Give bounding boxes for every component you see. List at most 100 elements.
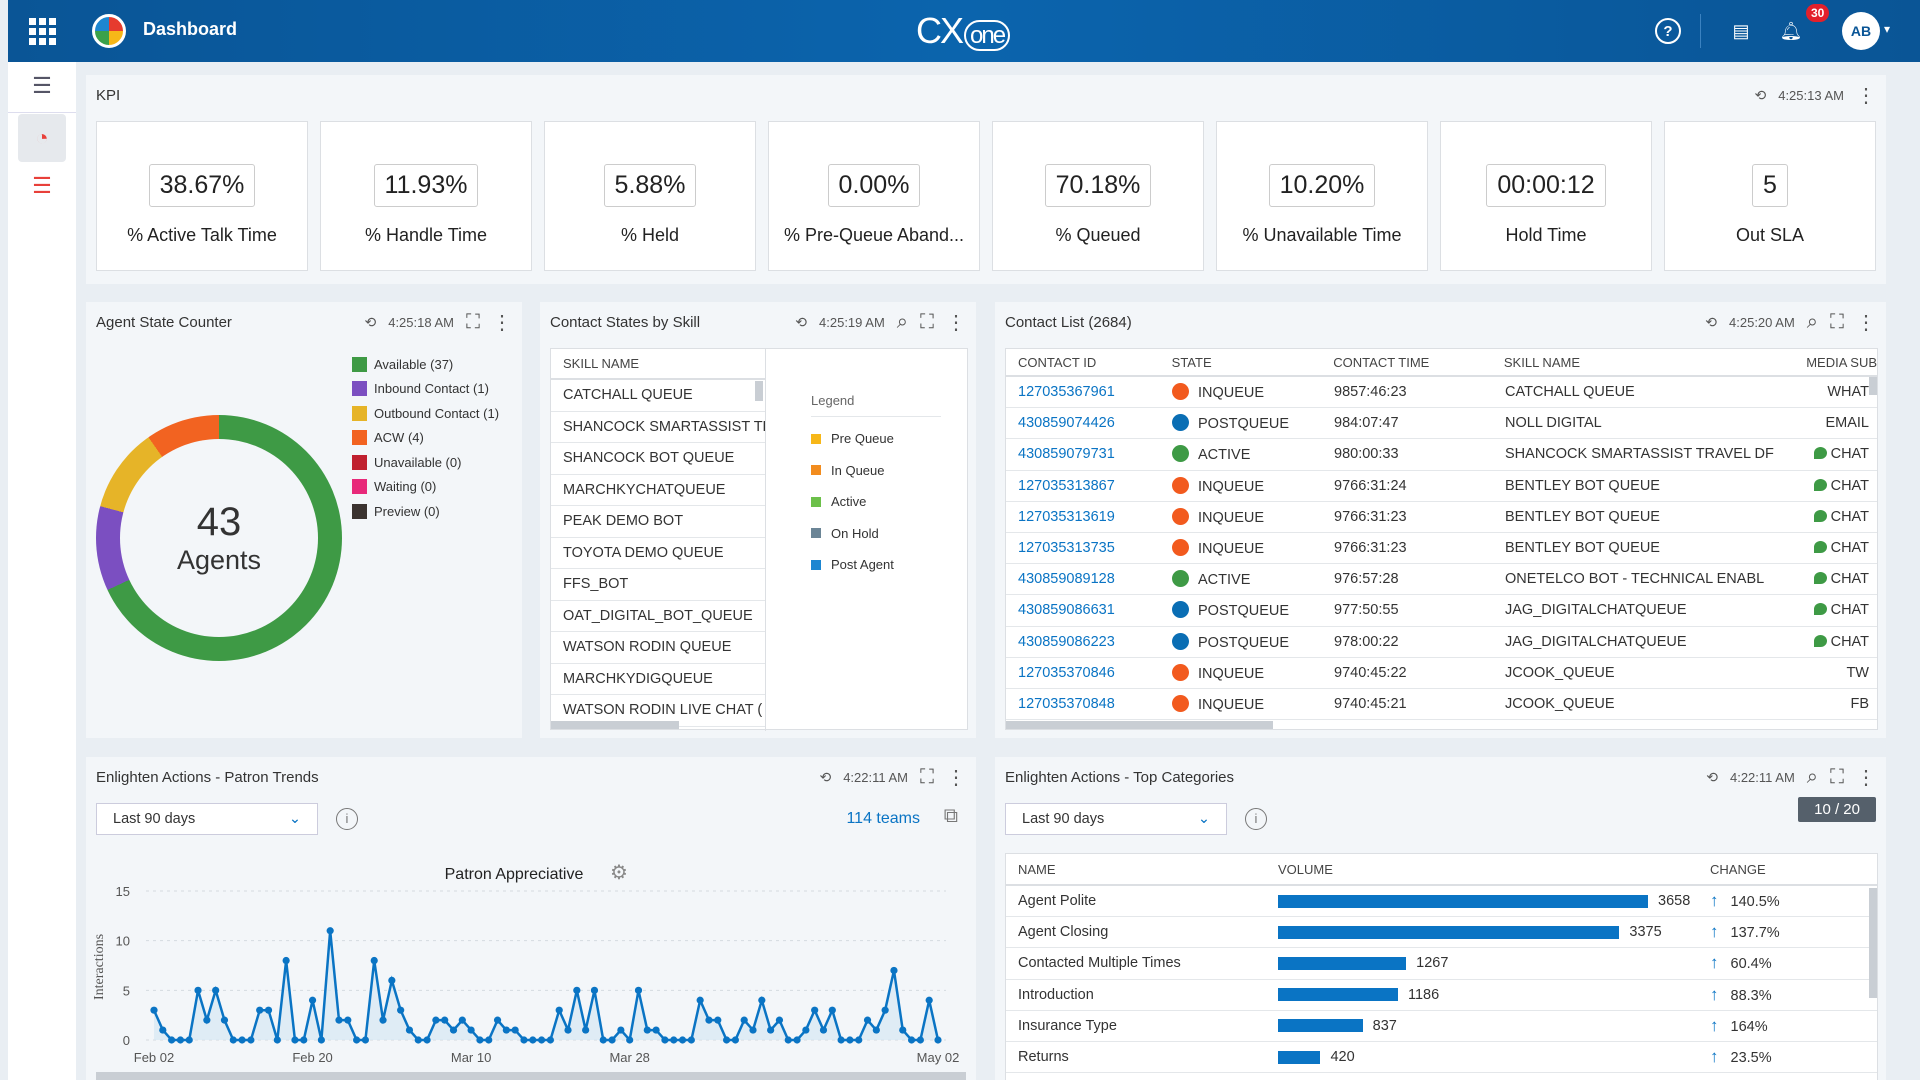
more-options-icon[interactable]: ⋮ xyxy=(946,312,966,334)
data-point xyxy=(203,1016,211,1024)
help-icon[interactable]: ? xyxy=(1655,18,1681,44)
volume-cell: 3658 xyxy=(1266,893,1698,909)
search-icon[interactable]: ⌕ xyxy=(896,311,908,333)
more-options-icon[interactable]: ⋮ xyxy=(1856,767,1876,789)
table-row[interactable]: Agent Polite 3658 ↑ 140.5% xyxy=(1006,886,1877,918)
kpi-card[interactable]: 5 Out SLA xyxy=(1664,121,1876,271)
date-range-select[interactable]: Last 90 days ⌄ xyxy=(1005,803,1227,835)
table-row[interactable]: FFS_BOT xyxy=(551,569,765,601)
bell-icon[interactable]: 🔔︎ xyxy=(1779,20,1803,41)
search-icon[interactable]: ⌕ xyxy=(1806,311,1818,333)
column-header[interactable]: NAME xyxy=(1018,861,1056,877)
table-header: NAME VOLUME CHANGE xyxy=(1006,854,1877,886)
table-row[interactable]: 430859074426 POSTQUEUE 984:07:47 NOLL DIGIT… xyxy=(1006,408,1877,440)
sidebar-item-list[interactable]: ☰ xyxy=(18,162,66,210)
table-row[interactable]: 127035367961 INQUEUE 9857:46:23 CATCHALL QU… xyxy=(1006,377,1877,409)
kpi-card[interactable]: 5.88% % Held xyxy=(544,121,756,271)
avatar[interactable]: AB xyxy=(1842,12,1880,50)
patron-trends-chart: Patron Appreciative ⚙ 0 5 10 15 Interactions Fe… xyxy=(92,862,959,1065)
app-launcher-icon[interactable] xyxy=(8,0,76,62)
table-row[interactable]: OAT_DIGITAL_BOT_QUEUE xyxy=(551,601,765,632)
column-header[interactable]: MEDIA SUB xyxy=(1806,354,1877,370)
expand-icon[interactable]: ⛶ xyxy=(1830,311,1844,333)
expand-icon[interactable]: ⛶ xyxy=(1830,766,1844,788)
table-row[interactable]: 127035370846 INQUEUE 9740:45:22 JCOOK_QUEUE… xyxy=(1006,658,1877,689)
kpi-card[interactable]: 10.20% % Unavailable Time xyxy=(1216,121,1428,271)
column-header[interactable]: CONTACT ID xyxy=(1018,354,1097,370)
horizontal-scrollbar[interactable] xyxy=(551,721,679,729)
kpi-card[interactable]: 00:00:12 Hold Time xyxy=(1440,121,1652,271)
table-row[interactable]: 127035313619 INQUEUE 9766:31:23 BENTLEY BOT… xyxy=(1006,502,1877,533)
gear-icon[interactable]: ⚙ xyxy=(610,862,628,884)
table-row[interactable]: 430859079731 ACTIVE 980:00:33 SHANCOCK SMAR… xyxy=(1006,439,1877,471)
column-header[interactable]: VOLUME xyxy=(1278,861,1333,877)
column-header[interactable]: STATE xyxy=(1171,354,1212,370)
table-row[interactable]: Introduction 1186 ↑ 88.3% xyxy=(1006,980,1877,1011)
vertical-scrollbar[interactable] xyxy=(1869,377,1877,395)
table-row[interactable]: 430859086223 POSTQUEUE 978:00:22 JAG_DIGITA… xyxy=(1006,627,1877,658)
top-header: Dashboard CX one ? ▤ 🔔︎ 30 AB ▾ xyxy=(8,0,1920,62)
table-row[interactable]: Returns 420 ↑ 23.5% xyxy=(1006,1042,1877,1074)
table-row[interactable]: 430859089128 ACTIVE 976:57:28 ONETELCO BOT … xyxy=(1006,564,1877,596)
kpi-card[interactable]: 38.67% % Active Talk Time xyxy=(96,121,308,271)
expand-icon[interactable]: ⛶ xyxy=(920,766,934,788)
table-row[interactable]: 127035370848 INQUEUE 9740:45:21 JCOOK_QUEUE… xyxy=(1006,689,1877,721)
contact-id-link[interactable]: 430859074426 xyxy=(1018,415,1115,432)
clock-icon: ⟲ xyxy=(1705,314,1718,330)
table-row[interactable]: Insurance Type 837 ↑ 164% xyxy=(1006,1011,1877,1042)
agent-console-icon[interactable]: ▤ xyxy=(1732,20,1750,41)
horizontal-scrollbar[interactable] xyxy=(1006,721,1273,729)
more-options-icon[interactable]: ⋮ xyxy=(1856,85,1876,107)
info-icon[interactable]: i xyxy=(1245,808,1267,830)
contact-id-link[interactable]: 127035370848 xyxy=(1018,695,1115,712)
contact-id-link[interactable]: 127035313867 xyxy=(1018,477,1115,494)
contact-id-link[interactable]: 127035367961 xyxy=(1018,384,1115,401)
table-row[interactable]: Contacted Multiple Times 1267 ↑ 60.4% xyxy=(1006,948,1877,980)
contact-id-link[interactable]: 127035313735 xyxy=(1018,540,1115,557)
column-header[interactable]: SKILL NAME xyxy=(1503,354,1580,370)
contact-id-link[interactable]: 430859086223 xyxy=(1018,633,1115,650)
sidebar-item-dashboard[interactable]: ◔ xyxy=(18,114,66,162)
table-row[interactable]: MARCHKYCHATQUEUE xyxy=(551,475,765,506)
vertical-scrollbar[interactable] xyxy=(1869,888,1877,998)
table-row[interactable]: Agent Closing 3375 ↑ 137.7% xyxy=(1006,917,1877,949)
table-row[interactable]: TOYOTA DEMO QUEUE xyxy=(551,538,765,569)
table-row[interactable]: 127035313867 INQUEUE 9766:31:24 BENTLEY BOT… xyxy=(1006,471,1877,502)
kpi-card[interactable]: 11.93% % Handle Time xyxy=(320,121,532,271)
table-row[interactable]: PEAK DEMO BOT xyxy=(551,506,765,538)
contact-id-link[interactable]: 430859079731 xyxy=(1018,446,1115,463)
panel-title: KPI xyxy=(96,87,121,104)
table-row[interactable]: SHANCOCK SMARTASSIST TF xyxy=(551,412,765,443)
contact-time: 9740:45:21 xyxy=(1334,695,1407,712)
table-row[interactable]: WATSON RODIN QUEUE xyxy=(551,632,765,664)
chevron-down-icon[interactable]: ▾ xyxy=(1884,22,1891,36)
table-row[interactable]: SHANCOCK BOT QUEUE xyxy=(551,443,765,475)
more-options-icon[interactable]: ⋮ xyxy=(1856,312,1876,334)
vertical-scrollbar[interactable] xyxy=(755,381,763,401)
external-link-icon[interactable]: ⧉ xyxy=(943,805,958,827)
date-range-select[interactable]: Last 90 days ⌄ xyxy=(96,803,318,835)
expand-icon[interactable]: ⛶ xyxy=(466,311,480,333)
kpi-card[interactable]: 0.00% % Pre-Queue Aband... xyxy=(768,121,980,271)
kpi-card[interactable]: 70.18% % Queued xyxy=(992,121,1204,271)
page-title: Dashboard xyxy=(143,19,238,39)
table-row[interactable]: MARCHKYDIGQUEUE xyxy=(551,664,765,695)
state-dot-icon xyxy=(1172,383,1189,401)
search-icon[interactable]: ⌕ xyxy=(1806,766,1818,788)
column-header[interactable]: CONTACT TIME xyxy=(1333,354,1430,370)
more-options-icon[interactable]: ⋮ xyxy=(946,767,966,789)
contact-id-link[interactable]: 430859089128 xyxy=(1018,571,1115,588)
column-header[interactable]: CHANGE xyxy=(1710,861,1766,877)
contact-id-link[interactable]: 430859086631 xyxy=(1018,602,1115,619)
contact-id-link[interactable]: 127035370846 xyxy=(1018,664,1115,681)
menu-collapse-icon[interactable]: ☰ xyxy=(32,73,52,98)
expand-icon[interactable]: ⛶ xyxy=(920,311,934,333)
table-row[interactable]: 127035313735 INQUEUE 9766:31:23 BENTLEY BOT… xyxy=(1006,533,1877,565)
more-options-icon[interactable]: ⋮ xyxy=(492,312,512,334)
table-row[interactable]: CATCHALL QUEUE xyxy=(551,380,765,412)
contact-id-link[interactable]: 127035313619 xyxy=(1018,508,1115,525)
table-row[interactable]: 430859086631 POSTQUEUE 977:50:55 JAG_DIGITA… xyxy=(1006,595,1877,627)
info-icon[interactable]: i xyxy=(336,808,358,830)
horizontal-scrollbar[interactable] xyxy=(96,1072,966,1080)
teams-link[interactable]: 114 teams xyxy=(846,810,920,827)
